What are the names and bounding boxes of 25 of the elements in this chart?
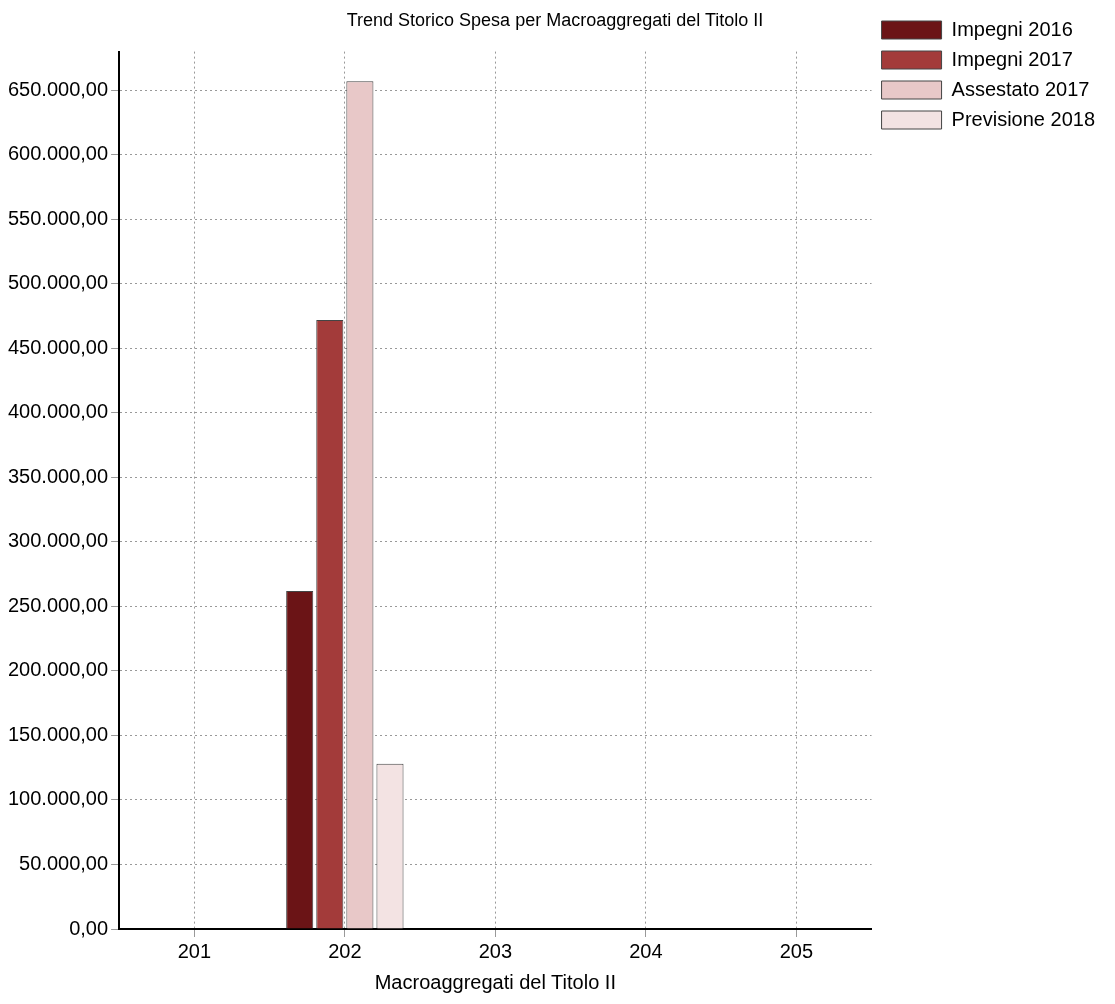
legend-label: Assestato 2017 xyxy=(951,77,1090,100)
x-tick-label: 202 xyxy=(328,939,362,962)
legend-label: Impegni 2016 xyxy=(951,17,1073,40)
x-tick-label: 205 xyxy=(779,939,814,962)
y-tick-label: 50.000,00 xyxy=(19,852,109,874)
x-tick-label: 201 xyxy=(177,939,212,962)
y-tick-label: 300.000,00 xyxy=(7,529,109,552)
x-tick-label: 203 xyxy=(478,939,513,962)
y-tick-label: 150.000,00 xyxy=(7,722,109,745)
x-axis-title: Macroaggregati del Titolo II xyxy=(374,970,616,993)
y-tick-label: 650.000,00 xyxy=(7,77,109,100)
y-tick-label: 500.000,00 xyxy=(7,271,109,294)
y-tick-label: 550.000,00 xyxy=(7,206,109,229)
y-tick-label: 600.000,00 xyxy=(7,142,109,165)
y-tick-label: 400.000,00 xyxy=(7,400,109,423)
y-tick-label: 200.000,00 xyxy=(7,658,109,681)
legend-label: Previsione 2018 xyxy=(951,107,1096,130)
chart-title: Trend Storico Spesa per Macroaggregati del Titolo II xyxy=(346,9,764,30)
legend-label: Impegni 2017 xyxy=(951,47,1073,70)
y-tick-label: 100.000,00 xyxy=(7,787,109,810)
y-tick-label: 250.000,00 xyxy=(7,593,109,616)
x-tick-label: 204 xyxy=(629,939,663,962)
y-tick-label: 450.000,00 xyxy=(7,335,109,358)
y-tick-label: 350.000,00 xyxy=(7,464,109,487)
y-tick-label: 0,00 xyxy=(69,916,109,939)
